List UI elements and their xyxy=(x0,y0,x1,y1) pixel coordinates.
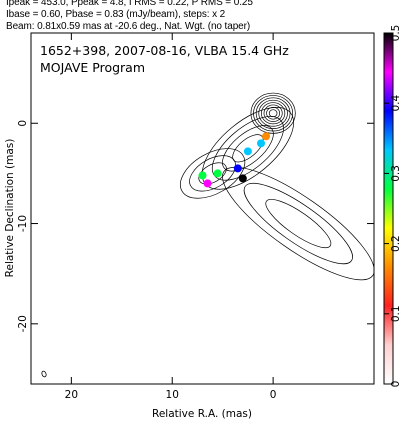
pol-pixel-5 xyxy=(198,171,207,180)
contour-core-jet-4 xyxy=(261,102,286,125)
x-tick-label-10: 10 xyxy=(166,389,179,401)
x-tick-label-20: 20 xyxy=(65,389,78,401)
pol-pixel-1 xyxy=(262,132,271,141)
cbar-tick-label-0.3: 0.3 xyxy=(390,165,402,182)
contour-inner-jet-2 xyxy=(222,125,274,172)
cbar-tick-label-0.5: 0.5 xyxy=(390,25,402,42)
contour-core-jet-2 xyxy=(255,97,291,130)
pol-pixel-7 xyxy=(203,179,212,188)
contour-jet-knot-0 xyxy=(180,148,246,199)
contour-jet-knot-2 xyxy=(198,162,227,185)
x-axis-label: Relative R.A. (mas) xyxy=(152,408,252,420)
beam-marker xyxy=(41,370,47,378)
pol-pixel-4 xyxy=(213,169,222,178)
y-tick-label--10: -10 xyxy=(17,215,29,232)
y-axis-label: Relative Declination (mas) xyxy=(4,139,16,278)
contour-core-jet-6 xyxy=(266,106,280,120)
y-tick-label-0: 0 xyxy=(17,120,29,127)
chart-title: 1652+398, 2007-08-16, VLBA 15.4 GHz xyxy=(40,43,289,58)
header-line-3: Beam: 0.81x0.59 mas at -20.6 deg., Nat. … xyxy=(6,21,251,32)
contour-core-jet-0 xyxy=(250,92,296,134)
contour-jet-knot-1 xyxy=(189,155,236,192)
pol-pixel-3 xyxy=(233,164,242,173)
cbar-tick-label-0.4: 0.4 xyxy=(390,95,402,112)
axis-ticks: 20 10 0 0 -10 -20 xyxy=(17,33,374,401)
contour-core-jet-1 xyxy=(253,95,294,132)
pol-pixel-6 xyxy=(238,174,247,183)
cbar-tick-label-0.1: 0.1 xyxy=(390,305,402,322)
plot-frame xyxy=(30,32,375,385)
header-line-2: Ibase = 0.60, Pbase = 0.83 (mJy/beam), s… xyxy=(6,9,226,20)
pol-pixel-0 xyxy=(257,139,266,148)
contour-core-jet-3 xyxy=(258,99,288,127)
y-tick-label--20: -20 xyxy=(17,315,29,332)
beam-ellipse xyxy=(41,370,47,378)
contour-core-jet-7 xyxy=(268,109,278,118)
contour-core-jet-5 xyxy=(263,104,283,122)
colorbar-ticks: 0 0.1 0.2 0.3 0.4 0.5 xyxy=(384,25,402,388)
chart-subtitle: MOJAVE Program xyxy=(40,60,145,75)
contour-extended-lobe-2 xyxy=(265,199,332,249)
contour-extended-lobe-0 xyxy=(222,166,374,281)
x-tick-label-0: 0 xyxy=(270,389,277,401)
pol-pixel-2 xyxy=(243,147,252,156)
cbar-tick-label-0: 0 xyxy=(390,381,402,388)
header-line-1: Ipeak = 453.0, Ppeak = 4.8, I RMS = 0.22… xyxy=(6,0,253,8)
contour-extended-lobe-1 xyxy=(243,182,353,265)
colorbar xyxy=(383,32,394,385)
cbar-tick-label-0.2: 0.2 xyxy=(390,235,402,252)
polarization-layer xyxy=(198,132,271,188)
contour-layer xyxy=(180,92,374,281)
